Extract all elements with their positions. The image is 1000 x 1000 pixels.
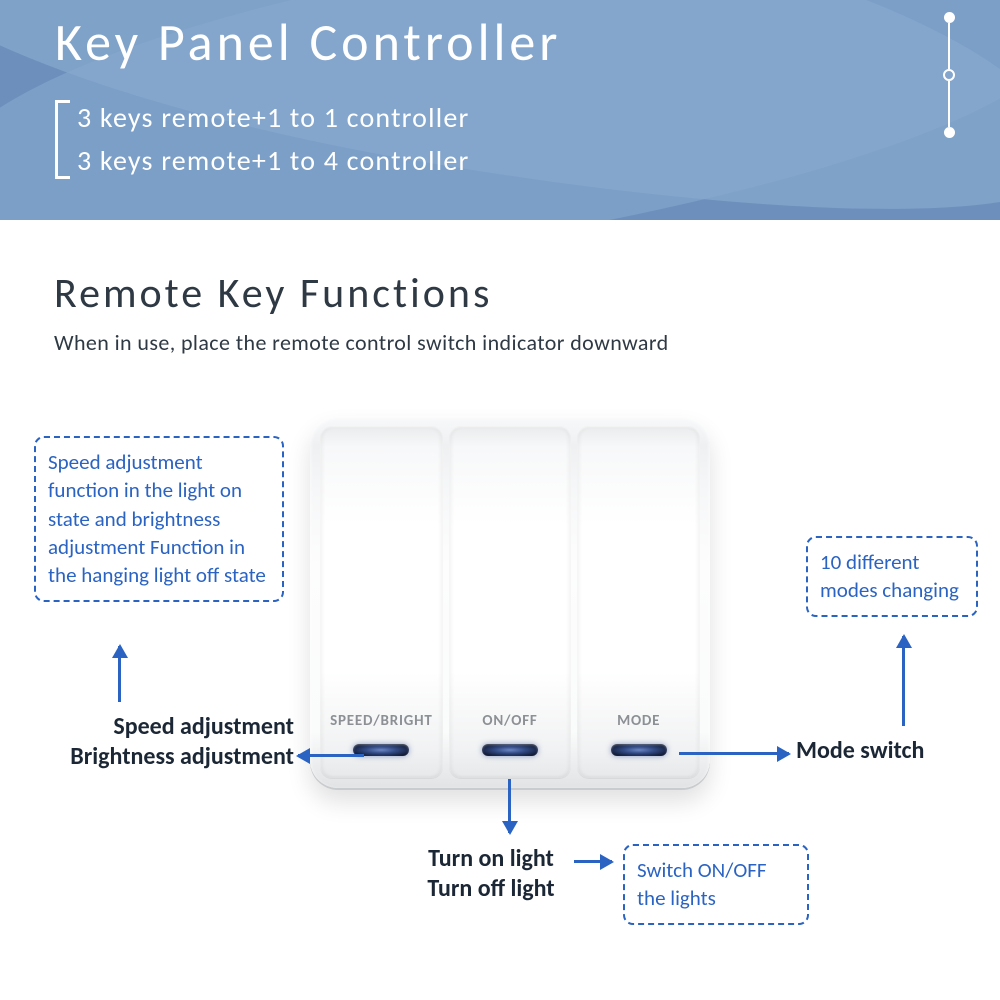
header-title: Key Panel Controller [55,10,960,74]
key-label-speed: SPEED/BRIGHT [330,712,433,730]
label-center-line2: Turn off light [427,874,554,903]
label-mode-switch: Mode switch [796,736,924,766]
label-speed-line2: Brightness adjustment [70,742,294,771]
header-bullet-1: 3 keys remote+1 to 1 controller [77,96,960,139]
key-speed-bright[interactable]: SPEED/BRIGHT [320,426,443,778]
ring-icon [943,69,955,81]
key-label-onoff: ON/OFF [482,712,537,730]
led-icon [482,744,538,756]
key-mode[interactable]: MODE [577,426,700,778]
header-bullet-2: 3 keys remote+1 to 4 controller [77,139,960,182]
key-label-mode: MODE [617,712,660,730]
key-on-off[interactable]: ON/OFF [449,426,572,778]
label-turn-on-off: Turn on light Turn off light [391,844,591,904]
arrow-right-icon [679,752,789,755]
section-title: Remote Key Functions [54,268,946,319]
section-heading-block: Remote Key Functions When in use, place … [0,220,1000,356]
label-center-line1: Turn on light [428,844,554,873]
callout-switch-description: Switch ON/OFF the lights [623,844,809,925]
arrow-right-icon [574,860,612,863]
line-icon [948,23,950,69]
arrow-up-icon [118,646,121,702]
diagram-area: Speed adjustment function in the light o… [0,356,1000,976]
header-ornament [943,12,955,138]
header-banner: Key Panel Controller 3 keys remote+1 to … [0,0,1000,220]
arrow-up-icon [902,636,905,726]
callout-modes-description: 10 different modes changing [806,536,978,617]
label-speed-line1: Speed adjustment [113,712,294,741]
arrow-down-icon [508,779,511,833]
section-subtitle: When in use, place the remote control sw… [54,329,946,356]
led-icon [611,744,667,756]
remote-panel: SPEED/BRIGHT ON/OFF MODE [310,416,710,788]
header-bullet-block: 3 keys remote+1 to 1 controller 3 keys r… [55,96,960,183]
line-icon [948,81,950,127]
dot-icon [944,127,955,138]
callout-speed-description: Speed adjustment function in the light o… [34,436,284,602]
label-speed-adjustment: Speed adjustment Brightness adjustment [64,712,294,772]
dot-icon [944,12,955,23]
arrow-left-icon [298,754,364,757]
